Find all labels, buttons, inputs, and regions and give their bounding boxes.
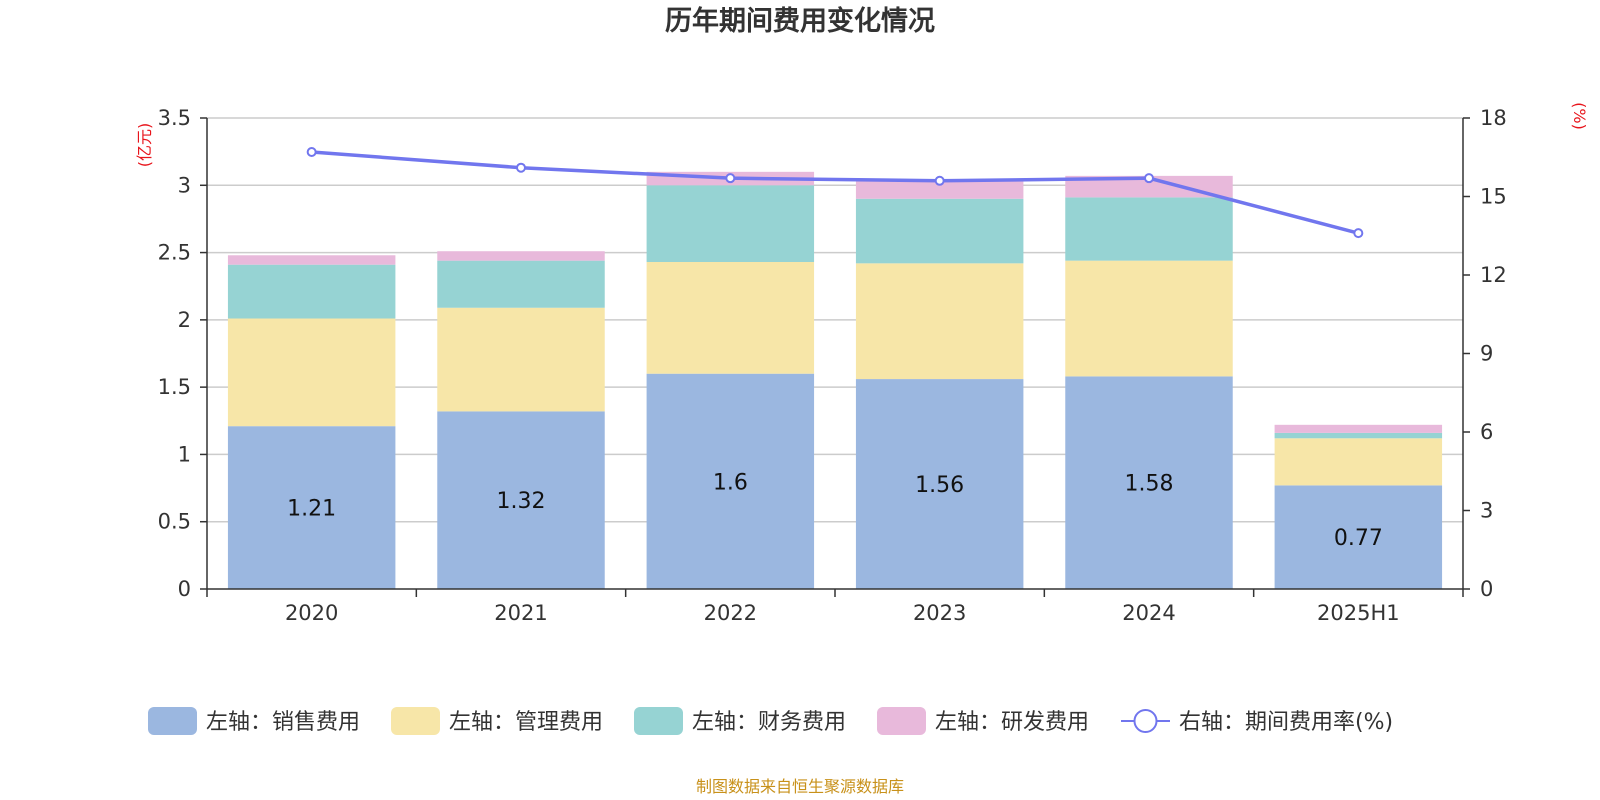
rate-line-point — [725, 173, 736, 184]
source-note: 制图数据来自恒生聚源数据库 — [696, 777, 904, 796]
bar-segment — [1065, 260, 1233, 377]
right-axis-ticks: 0 3 6 9 12 15 18 — [1463, 106, 1507, 601]
left-tick-label: 3.5 — [158, 106, 191, 130]
left-tick-label: 0 — [178, 577, 191, 601]
legend-label: 左轴：财务费用 — [692, 710, 846, 735]
right-tick-label: 12 — [1480, 263, 1507, 287]
bar-segment — [1065, 197, 1233, 261]
rate-line-point — [934, 175, 945, 186]
x-tick-label: 2024 — [1122, 601, 1175, 625]
data-label: 1.58 — [1125, 472, 1174, 497]
bar-segment — [437, 251, 605, 261]
data-label: 1.32 — [497, 489, 546, 514]
x-tick-label: 2022 — [704, 601, 757, 625]
bars — [227, 171, 1443, 589]
legend-swatch — [877, 707, 926, 735]
bar-segment — [646, 185, 815, 262]
left-axis-ticks: 0 0.5 1 1.5 2 2.5 3 3.5 — [158, 106, 207, 601]
x-tick-label: 2025H1 — [1317, 601, 1400, 625]
x-tick-label: 2021 — [494, 601, 547, 625]
bar-segment — [855, 379, 1024, 589]
bar-segment — [227, 426, 396, 589]
bar-segment — [1274, 438, 1443, 486]
rate-line-point — [1144, 173, 1154, 184]
rate-line-path — [311, 150, 1359, 235]
rate-line-point — [1353, 228, 1364, 239]
legend-marker — [1133, 709, 1158, 733]
left-tick-label: 1.5 — [158, 375, 191, 399]
left-tick-label: 0.5 — [158, 510, 191, 534]
bar-segment — [855, 181, 1024, 199]
legend-label: 左轴：销售费用 — [206, 710, 360, 735]
grid-lines — [207, 117, 1463, 523]
right-tick-label: 18 — [1480, 106, 1507, 130]
data-label: 1.56 — [915, 473, 964, 498]
right-tick-label: 3 — [1480, 499, 1493, 523]
right-tick-label: 6 — [1480, 420, 1493, 444]
bar-segment — [855, 198, 1024, 264]
bar-segment — [227, 264, 396, 319]
legend-label: 左轴：管理费用 — [449, 710, 603, 735]
left-tick-label: 2 — [178, 308, 191, 332]
bar-segment — [227, 318, 396, 427]
x-axis-ticks: 2020 2021 2022 2023 2024 2025H1 — [206, 589, 1464, 625]
bar-segment — [1065, 376, 1233, 589]
left-tick-label: 2.5 — [158, 241, 191, 265]
legend-label: 左轴：研发费用 — [935, 710, 1089, 735]
right-tick-label: 0 — [1480, 577, 1493, 601]
left-tick-label: 1 — [178, 442, 191, 466]
bar-segment — [1065, 175, 1233, 198]
legend: 左轴：销售费用 左轴：管理费用 左轴：财务费用 左轴：研发费用 右轴：期间费用率(%) — [148, 707, 1393, 735]
bar-segment — [646, 261, 815, 374]
bar-segment — [437, 307, 605, 412]
bar-segment — [646, 373, 815, 589]
bar-segment — [437, 260, 605, 308]
bar-segment — [1274, 485, 1443, 589]
right-tick-label: 9 — [1480, 342, 1493, 366]
left-tick-label: 3 — [178, 173, 191, 197]
bar-segment — [1274, 432, 1443, 439]
rate-line-point — [516, 162, 526, 173]
bar-segment — [1274, 424, 1443, 433]
data-labels: 1.21 1.32 1.6 1.56 1.58 0.77 — [287, 470, 1383, 551]
legend-swatch — [148, 707, 197, 735]
chart-title: 历年期间费用变化情况 — [665, 5, 935, 37]
right-tick-label: 15 — [1480, 185, 1507, 209]
bar-segment — [227, 255, 396, 265]
data-label: 0.77 — [1334, 526, 1383, 551]
data-label: 1.6 — [713, 470, 748, 495]
bar-segment — [437, 411, 605, 589]
rate-line-point — [306, 147, 317, 158]
legend-label: 右轴：期间费用率(%) — [1179, 710, 1393, 735]
x-tick-label: 2020 — [285, 601, 338, 625]
legend-swatch — [634, 707, 683, 735]
data-label: 1.21 — [287, 497, 336, 522]
x-tick-label: 2023 — [913, 601, 966, 625]
rate-line — [306, 147, 1364, 239]
right-axis-unit: (%) — [1570, 102, 1589, 130]
left-axis-unit: (亿元) — [135, 123, 154, 168]
legend-swatch — [391, 707, 440, 735]
bar-segment — [855, 263, 1024, 380]
